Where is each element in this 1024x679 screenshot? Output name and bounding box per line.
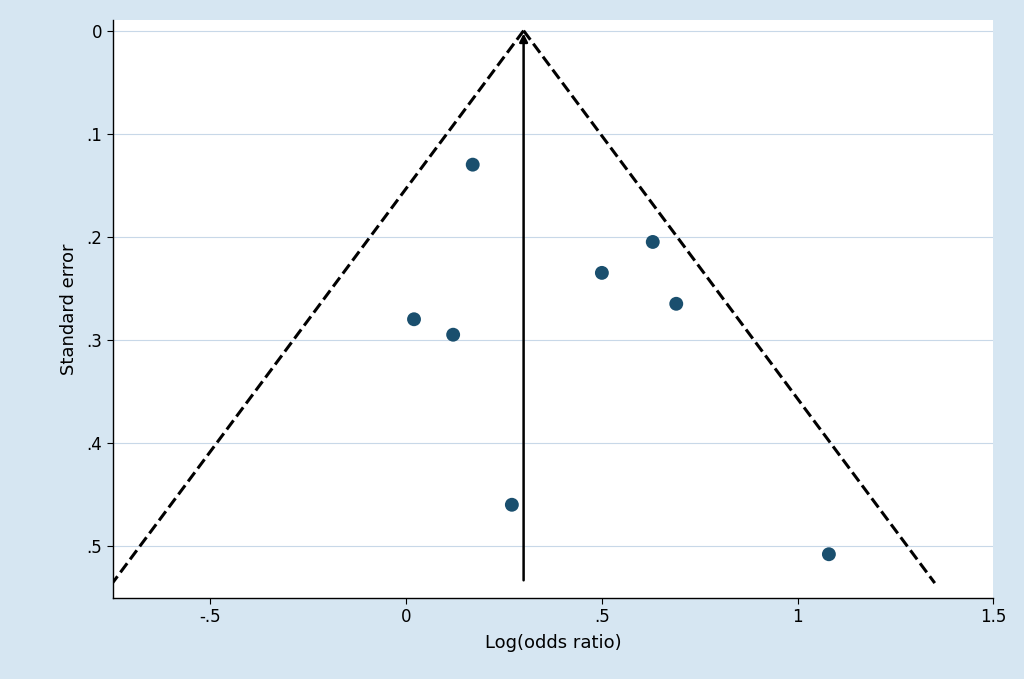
Point	[406, 314, 422, 325]
Point	[445, 329, 462, 340]
Point	[820, 549, 837, 559]
X-axis label: Log(odds ratio): Log(odds ratio)	[484, 634, 622, 653]
Point	[644, 236, 660, 247]
Point	[465, 160, 481, 170]
Point	[504, 499, 520, 510]
Y-axis label: Standard error: Standard error	[60, 243, 78, 375]
Point	[594, 268, 610, 278]
Point	[668, 298, 684, 309]
